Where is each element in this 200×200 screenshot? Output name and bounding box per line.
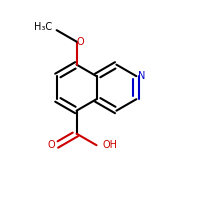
Text: OH: OH: [102, 140, 117, 150]
Text: O: O: [47, 140, 55, 150]
Text: N: N: [138, 71, 145, 81]
Text: H₃C: H₃C: [34, 22, 52, 32]
Text: O: O: [76, 37, 84, 47]
